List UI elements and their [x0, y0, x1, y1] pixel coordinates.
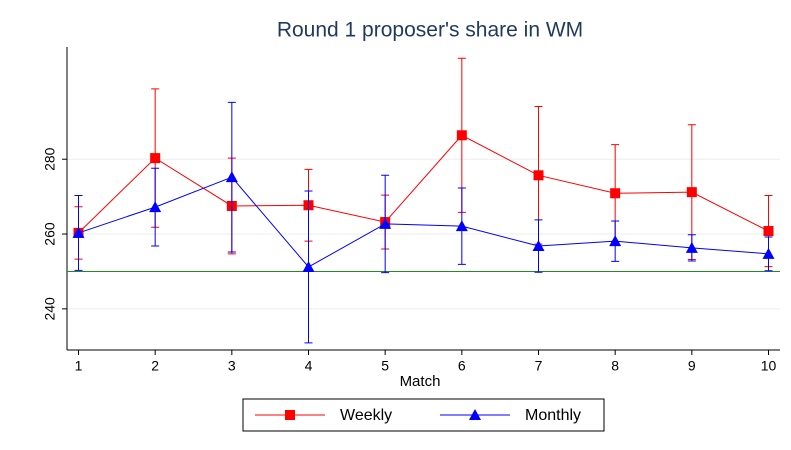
marker [72, 226, 85, 238]
legend-label: Monthly [525, 407, 581, 424]
x-tick-label: 9 [688, 358, 696, 374]
x-tick-label: 3 [228, 358, 236, 374]
marker [302, 260, 315, 272]
marker [609, 235, 622, 247]
marker [456, 130, 467, 141]
marker [763, 226, 774, 237]
marker [379, 217, 392, 229]
series-line [78, 134, 769, 234]
chart-title: Round 1 proposer's share in WM [277, 19, 583, 42]
x-axis-label: Match [400, 373, 441, 390]
legend-marker [285, 410, 295, 420]
x-tick-label: 2 [151, 358, 159, 374]
legend-marker [469, 409, 481, 420]
x-tick-label: 8 [611, 358, 619, 374]
marker [533, 170, 544, 181]
x-tick-label: 4 [305, 358, 313, 374]
x-tick-label: 7 [535, 358, 543, 374]
marker [686, 187, 697, 198]
marker [610, 188, 621, 199]
y-tick-label: 280 [42, 147, 58, 171]
series-line [78, 176, 769, 268]
y-tick-label: 240 [42, 297, 58, 321]
y-tick-label: 260 [42, 222, 58, 246]
marker [762, 247, 775, 259]
x-tick-label: 1 [75, 358, 83, 374]
x-tick-label: 10 [761, 358, 777, 374]
marker [685, 241, 698, 253]
marker [225, 171, 238, 183]
marker [149, 201, 162, 213]
marker [532, 240, 545, 252]
x-tick-label: 6 [458, 358, 466, 374]
marker [455, 220, 468, 232]
marker [150, 153, 161, 164]
legend-label: Weekly [340, 407, 392, 424]
x-tick-label: 5 [381, 358, 389, 374]
